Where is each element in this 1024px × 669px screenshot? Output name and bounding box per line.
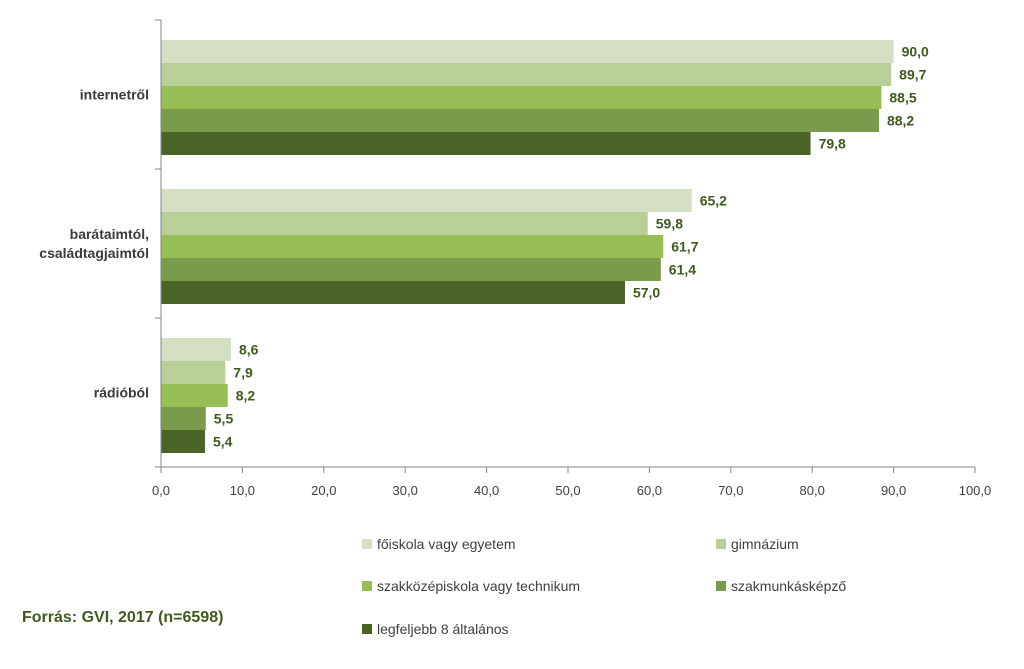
data-label-3-3: 8,2 — [236, 388, 256, 404]
bar-1-2 — [161, 63, 892, 86]
bar-3-1 — [161, 338, 232, 361]
data-label-2-1: 65,2 — [700, 193, 727, 209]
x-tick-label-8: 70,0 — [718, 483, 743, 498]
bar-1-4 — [161, 109, 879, 132]
data-label-1-2: 89,7 — [899, 67, 926, 83]
legend-label-3: szakközépiskola vagy technikum — [377, 578, 580, 594]
x-tick-label-4: 30,0 — [393, 483, 418, 498]
bar-2-2 — [161, 212, 648, 235]
x-tick-label-6: 50,0 — [555, 483, 580, 498]
x-tick-label-3: 20,0 — [311, 483, 336, 498]
category-label-3: rádióból — [94, 385, 149, 401]
data-label-2-2: 59,8 — [656, 216, 683, 232]
x-tick-label-10: 90,0 — [881, 483, 906, 498]
bar-2-3 — [161, 235, 664, 258]
data-label-1-4: 88,2 — [887, 113, 914, 129]
x-tick-label-5: 40,0 — [474, 483, 499, 498]
legend-swatch-2 — [716, 539, 726, 549]
legend-swatch-4 — [716, 581, 726, 591]
data-label-3-1: 8,6 — [239, 342, 259, 358]
bar-2-5 — [161, 281, 625, 304]
bar-3-4 — [161, 407, 206, 430]
data-label-3-2: 7,9 — [233, 365, 253, 381]
category-label-1: internetről — [80, 87, 149, 103]
legend-swatch-5 — [362, 624, 372, 634]
bar-2-1 — [161, 189, 692, 212]
data-label-1-5: 79,8 — [819, 136, 846, 152]
data-label-3-5: 5,4 — [213, 434, 233, 450]
data-label-1-1: 90,0 — [902, 44, 929, 60]
x-tick-label-9: 80,0 — [800, 483, 825, 498]
legend-swatch-3 — [362, 581, 372, 591]
source-note: Forrás: GVI, 2017 (n=6598) — [22, 609, 224, 626]
data-label-3-4: 5,5 — [214, 411, 234, 427]
bar-3-5 — [161, 430, 205, 453]
bar-1-5 — [161, 132, 811, 155]
legend-swatch-1 — [362, 539, 372, 549]
category-label-2-line-1: barátaimtól, — [70, 226, 149, 242]
x-tick-label-7: 60,0 — [637, 483, 662, 498]
bar-1-1 — [161, 40, 894, 63]
legend-label-5: legfeljebb 8 általános — [377, 621, 509, 637]
data-label-2-5: 57,0 — [633, 285, 660, 301]
data-label-2-4: 61,4 — [669, 262, 696, 278]
bar-3-2 — [161, 361, 226, 384]
legend-label-1: főiskola vagy egyetem — [377, 536, 516, 552]
bar-2-4 — [161, 258, 661, 281]
category-label-2-line-2: családtagjaimtól — [39, 245, 149, 261]
x-tick-label-1: 0,0 — [152, 483, 170, 498]
legend-label-2: gimnázium — [731, 536, 799, 552]
data-label-1-3: 88,5 — [889, 90, 916, 106]
bar-1-3 — [161, 86, 882, 109]
x-tick-label-11: 100,0 — [959, 483, 992, 498]
data-label-2-3: 61,7 — [671, 239, 698, 255]
legend-label-4: szakmunkásképző — [731, 578, 846, 594]
bar-3-3 — [161, 384, 228, 407]
x-tick-label-2: 10,0 — [230, 483, 255, 498]
